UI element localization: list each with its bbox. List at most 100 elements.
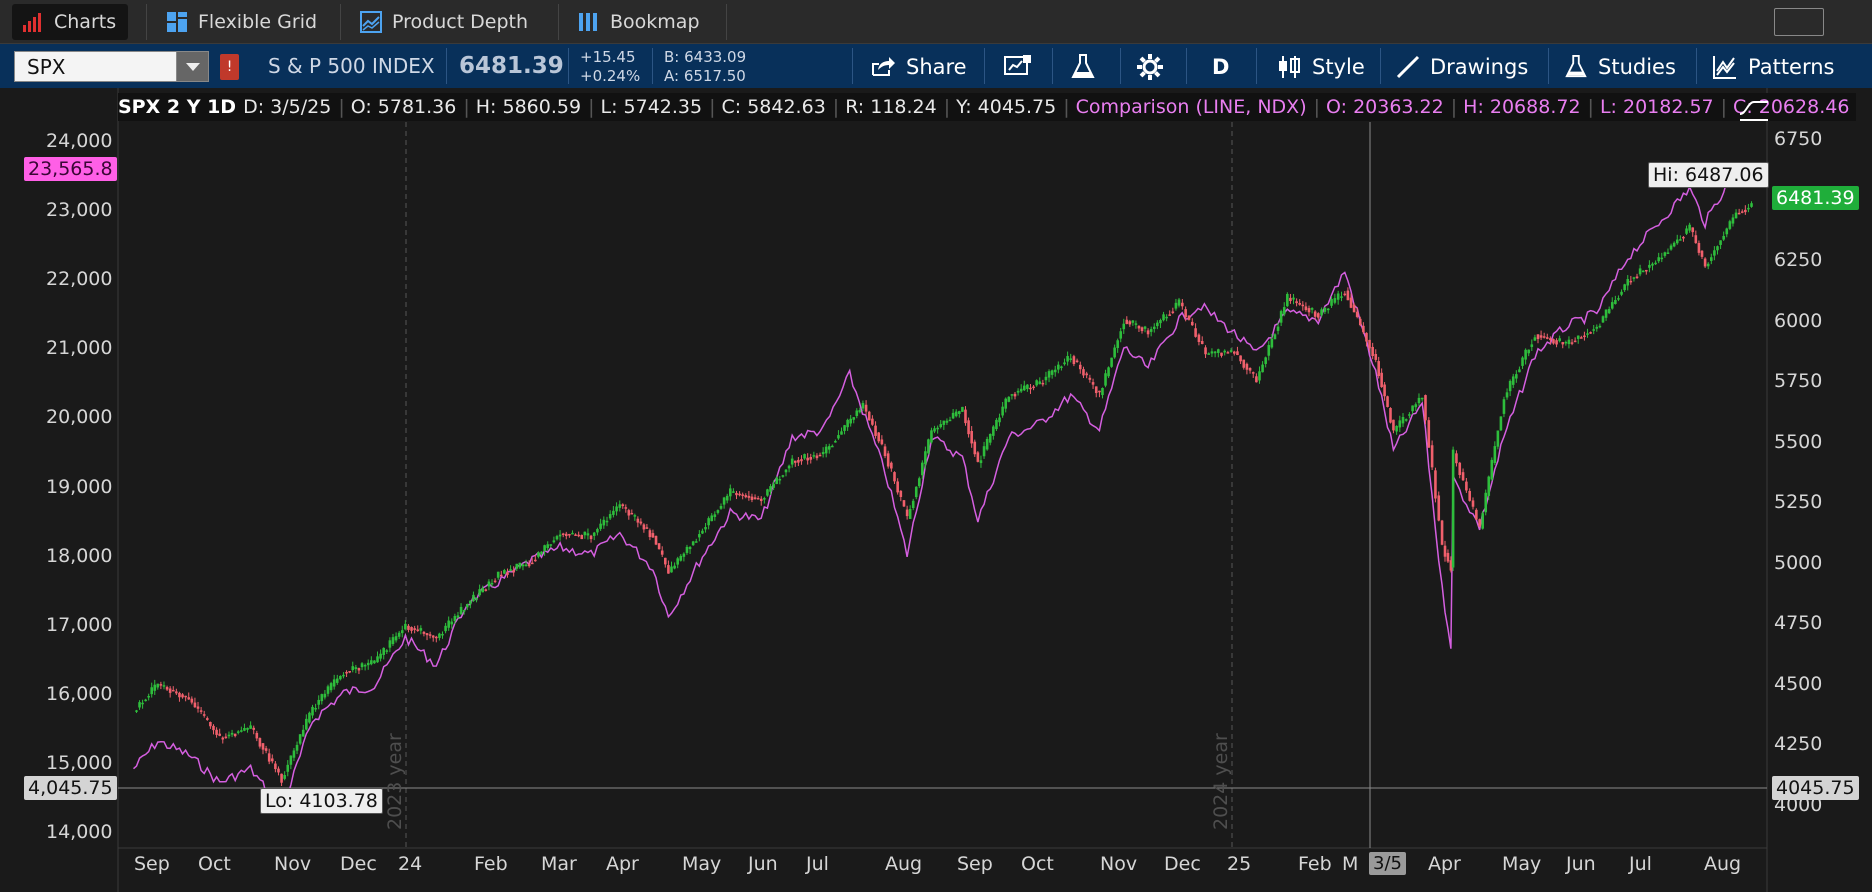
spx-candle: [701, 530, 704, 534]
spx-candle: [534, 559, 537, 562]
spx-candle: [772, 483, 775, 488]
spx-candle: [704, 527, 707, 530]
tab-flexible-grid[interactable]: Flexible Grid: [166, 4, 317, 40]
spx-candle: [803, 454, 806, 459]
price-chart[interactable]: [0, 88, 1872, 892]
tab-charts[interactable]: Charts: [12, 4, 129, 40]
toolbar-divider: [1186, 48, 1187, 84]
studies-button[interactable]: Studies: [1564, 52, 1676, 82]
spx-candle: [1682, 236, 1685, 239]
spx-candle: [1063, 362, 1066, 365]
spx-candle: [1737, 212, 1741, 215]
spx-candle: [1663, 252, 1667, 256]
legend-open: O: 5781.36: [350, 96, 457, 118]
spx-candle: [168, 688, 172, 693]
spx-candle: [1279, 311, 1283, 323]
spx-candle: [1505, 392, 1509, 398]
spx-candle: [1050, 370, 1054, 375]
spx-candle: [927, 439, 930, 454]
right-axis-tick-label: 4500: [1774, 672, 1823, 695]
window-restore-button[interactable]: [1774, 8, 1824, 36]
spx-candle: [258, 738, 262, 747]
grid-icon: [167, 12, 187, 32]
spx-candle: [1401, 417, 1405, 424]
period-label: D: [1212, 55, 1230, 79]
flask-icon: [1565, 54, 1587, 78]
spx-candle: [165, 687, 169, 690]
spx-candle: [858, 409, 862, 413]
spx-candle: [1261, 364, 1264, 373]
patterns-button[interactable]: Patterns: [1712, 52, 1835, 82]
spx-candle: [394, 636, 398, 641]
tab-bookmap[interactable]: Bookmap: [578, 4, 700, 40]
chart-messages-button[interactable]: [1003, 52, 1043, 82]
aggregation-period-button[interactable]: D: [1212, 52, 1229, 82]
spx-candle: [1744, 209, 1747, 213]
spx-candle: [1292, 297, 1295, 300]
spx-candle: [1310, 308, 1314, 310]
spx-candle: [1094, 386, 1098, 394]
style-button[interactable]: Style: [1276, 52, 1365, 82]
spx-candle: [286, 764, 290, 772]
spx-candle: [530, 562, 534, 565]
spx-candle: [1598, 325, 1602, 328]
spx-candle: [728, 488, 732, 497]
spx-candle: [988, 433, 992, 443]
pencil-line-icon: [1396, 55, 1420, 79]
spx-candle: [1734, 212, 1738, 219]
spx-candle: [1162, 314, 1165, 321]
alert-flag-icon[interactable]: !: [220, 54, 239, 80]
spx-candle: [1468, 491, 1471, 501]
time-axis-tick-label: Apr: [606, 853, 639, 875]
spx-candle: [1455, 453, 1458, 464]
ndx-last-price-tag: 23,565.8: [24, 157, 117, 181]
time-axis-tick-label: Aug: [885, 853, 923, 875]
spx-candle: [190, 698, 194, 703]
studies-lab-button[interactable]: [1070, 52, 1106, 82]
spx-candle: [1617, 298, 1620, 300]
tab-product-depth[interactable]: Product Depth: [360, 4, 528, 40]
legend-divider: |: [1587, 96, 1594, 118]
spx-candle: [1146, 330, 1150, 335]
spx-candle: [1330, 298, 1333, 306]
trendline-tool-icon[interactable]: [1738, 94, 1770, 122]
spx-candle: [1638, 268, 1642, 275]
spx-candle: [407, 625, 410, 630]
spx-candle: [673, 565, 676, 569]
spx-candle: [1675, 239, 1679, 244]
spx-candle: [867, 411, 871, 421]
symbol-dropdown-button[interactable]: [176, 51, 209, 82]
spx-candle: [1539, 335, 1543, 338]
spx-candle: [630, 512, 634, 515]
share-button[interactable]: Share: [870, 52, 967, 82]
spx-candle: [852, 417, 856, 420]
spx-candle: [1434, 470, 1437, 499]
spx-candle: [615, 506, 618, 512]
spx-candle: [1614, 300, 1617, 304]
spx-candle: [1113, 347, 1116, 358]
spx-candle: [1750, 203, 1753, 207]
drawings-button[interactable]: Drawings: [1396, 52, 1528, 82]
spx-candle: [599, 523, 602, 529]
spx-candle: [1032, 386, 1035, 389]
spx-candle: [1168, 314, 1172, 316]
spx-candle: [342, 674, 345, 677]
spx-candle: [939, 424, 943, 428]
spx-candle: [982, 446, 986, 457]
spx-candle: [289, 755, 293, 765]
spx-candle: [1301, 304, 1305, 307]
settings-button[interactable]: [1136, 52, 1174, 82]
spx-candle: [1026, 384, 1029, 389]
spx-candle: [184, 695, 187, 698]
spx-candle: [976, 452, 980, 462]
spx-candle: [1392, 419, 1395, 431]
spx-candle: [880, 439, 884, 445]
spx-candle: [1580, 337, 1583, 339]
spx-candle: [568, 533, 571, 536]
spx-candle: [305, 718, 308, 730]
spx-candle: [1352, 304, 1356, 313]
spx-candle: [657, 543, 661, 550]
spx-candle: [766, 489, 769, 496]
spx-candle: [1229, 350, 1233, 352]
spx-candle: [1377, 361, 1380, 377]
